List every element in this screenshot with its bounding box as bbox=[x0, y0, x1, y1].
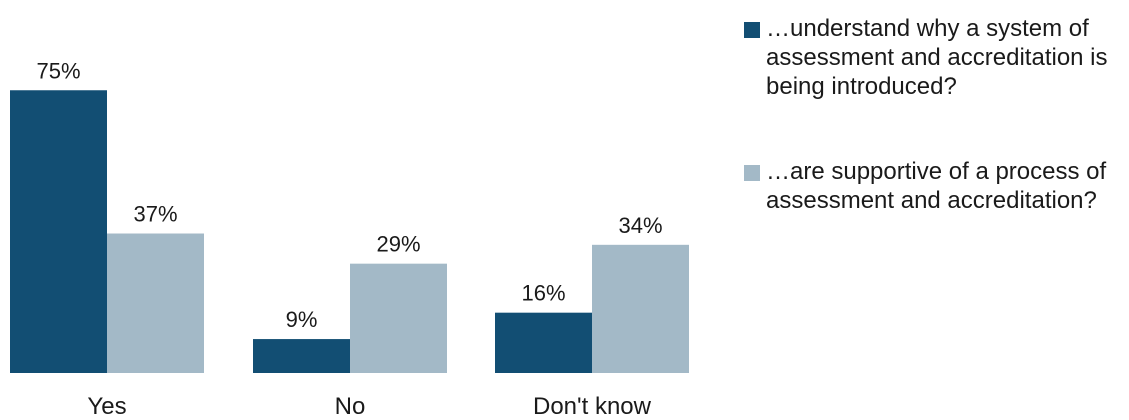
bar-1-1 bbox=[253, 339, 350, 373]
category-label-0: Yes bbox=[87, 393, 126, 420]
data-label-1-0: 75% bbox=[36, 58, 80, 83]
legend-label-series-2: …are supportive of a process of assessme… bbox=[766, 158, 1107, 214]
bar-2-0 bbox=[107, 233, 204, 373]
legend-item-series-1: …understand why a system of assessment a… bbox=[744, 14, 1129, 101]
data-label-2-1: 29% bbox=[376, 232, 420, 257]
data-label-2-2: 34% bbox=[618, 213, 662, 238]
data-label-1-2: 16% bbox=[521, 281, 565, 306]
data-label-2-0: 37% bbox=[133, 202, 177, 227]
data-label-1-1: 9% bbox=[286, 307, 318, 332]
legend-swatch-series-1 bbox=[744, 22, 760, 38]
legend-swatch-series-2 bbox=[744, 165, 760, 181]
category-label-1: No bbox=[335, 393, 366, 420]
bar-chart: 75% 37% Yes 9% 29% No 16% 34% Don't know bbox=[10, 58, 689, 420]
bar-2-1 bbox=[350, 263, 447, 373]
legend-label-series-1: …understand why a system of assessment a… bbox=[766, 15, 1108, 100]
legend-item-series-2: …are supportive of a process of assessme… bbox=[744, 157, 1129, 215]
bar-2-2 bbox=[592, 244, 689, 373]
bar-1-0 bbox=[10, 90, 107, 373]
legend: …understand why a system of assessment a… bbox=[744, 14, 1129, 215]
category-label-2: Don't know bbox=[533, 393, 652, 420]
bar-1-2 bbox=[495, 312, 592, 373]
